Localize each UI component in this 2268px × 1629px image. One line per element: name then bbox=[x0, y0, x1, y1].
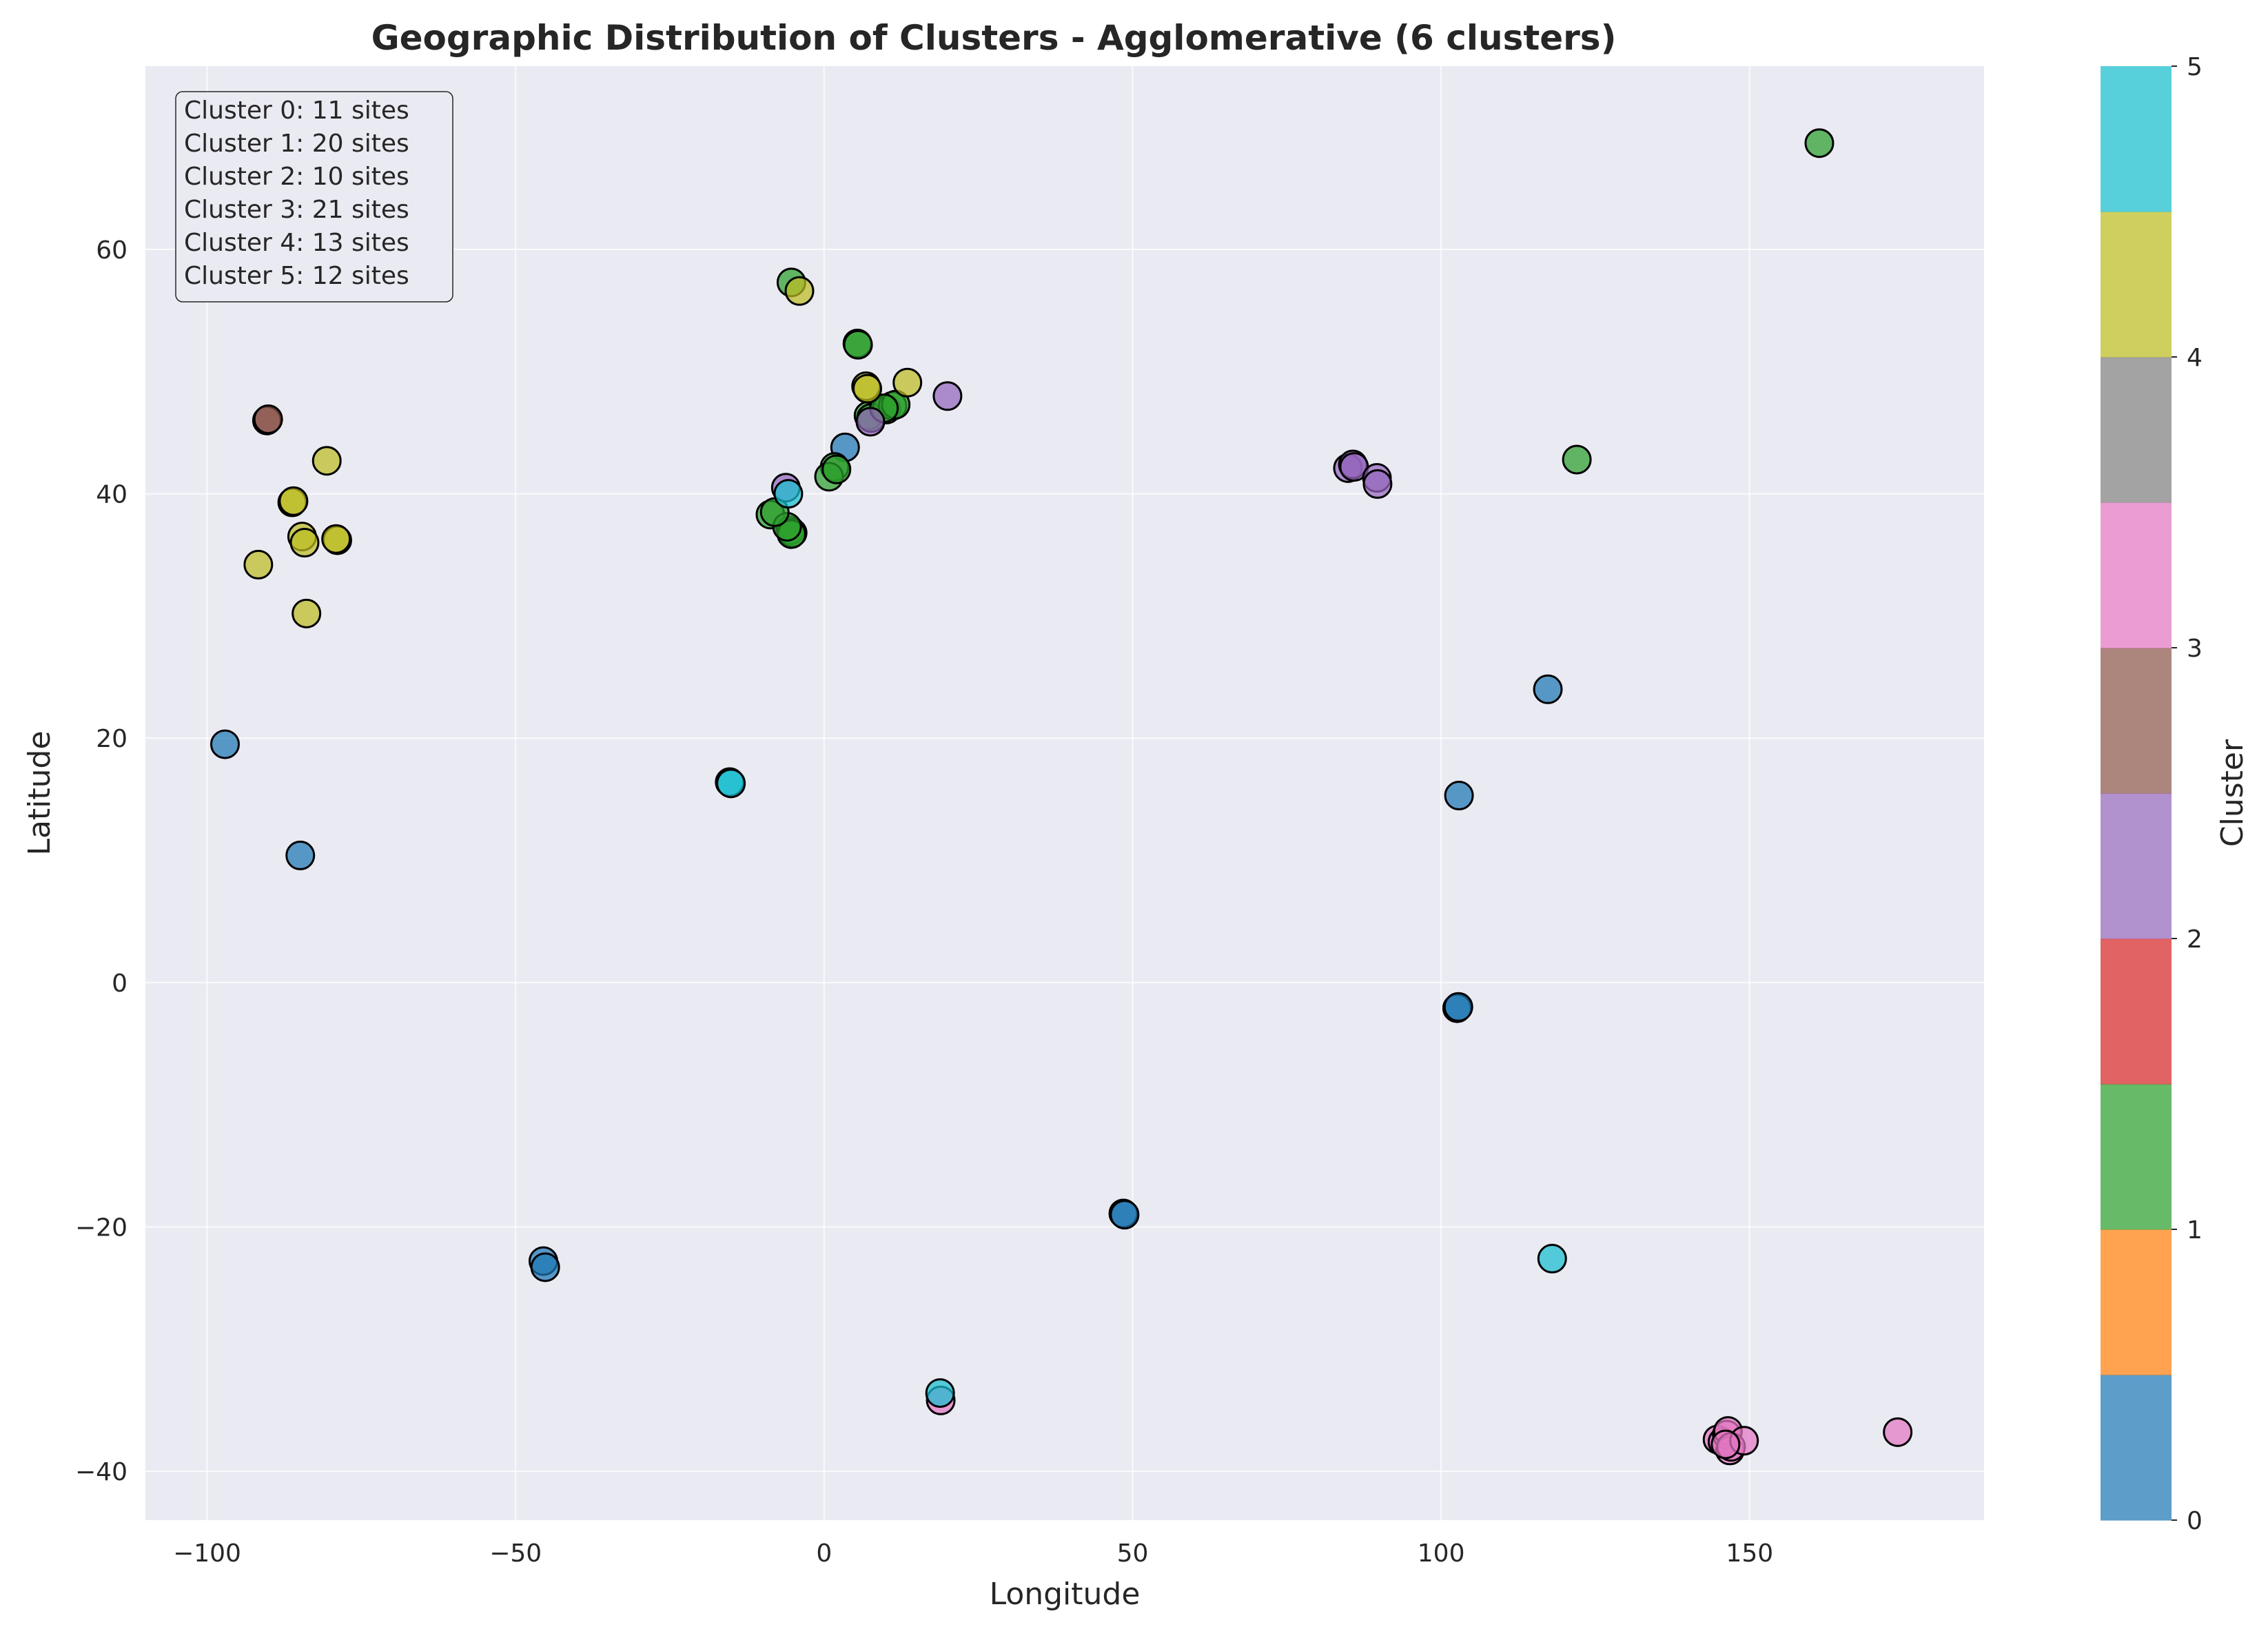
y-tick-label: 60 bbox=[96, 236, 127, 265]
data-point bbox=[1443, 992, 1473, 1022]
data-point bbox=[852, 373, 883, 404]
data-point bbox=[892, 367, 923, 398]
data-point bbox=[253, 404, 283, 434]
y-tick-label: 20 bbox=[96, 725, 127, 753]
colorbar-band bbox=[2101, 1084, 2172, 1230]
legend-line: Cluster 4: 13 sites bbox=[184, 229, 409, 257]
data-point bbox=[289, 528, 320, 558]
legend-box bbox=[175, 91, 453, 303]
legend-line: Cluster 5: 12 sites bbox=[184, 262, 409, 290]
data-point bbox=[773, 479, 804, 509]
x-tick-label: 100 bbox=[1418, 1539, 1465, 1568]
data-point bbox=[1562, 444, 1592, 475]
data-point bbox=[1537, 1244, 1567, 1274]
colorbar-band bbox=[2101, 793, 2172, 939]
x-tick-label: −100 bbox=[173, 1539, 241, 1568]
colorbar-band bbox=[2101, 502, 2172, 648]
data-point bbox=[210, 729, 240, 759]
x-tick-label: 150 bbox=[1726, 1539, 1773, 1568]
colorbar-band bbox=[2101, 66, 2172, 212]
y-tick-label: 40 bbox=[96, 481, 127, 509]
colorbar-band bbox=[2101, 357, 2172, 503]
data-point bbox=[243, 549, 274, 580]
colorbar-band bbox=[2101, 939, 2172, 1085]
colorbar-tick-label: 3 bbox=[2187, 635, 2203, 663]
data-point bbox=[932, 381, 963, 411]
data-point bbox=[292, 598, 322, 628]
data-point bbox=[843, 329, 873, 360]
points bbox=[210, 128, 1913, 1466]
colorbar-tick-label: 4 bbox=[2187, 344, 2203, 372]
colorbar-tick-label: 2 bbox=[2187, 925, 2203, 954]
legend-line: Cluster 3: 21 sites bbox=[184, 196, 409, 224]
colorbar-tick-label: 5 bbox=[2187, 53, 2203, 81]
data-point bbox=[1883, 1417, 1913, 1447]
data-point bbox=[925, 1378, 955, 1408]
data-point bbox=[1444, 781, 1474, 811]
data-point bbox=[821, 454, 852, 484]
data-point bbox=[1710, 1429, 1741, 1459]
x-tick-label: 50 bbox=[1117, 1539, 1149, 1568]
cluster-legend: Cluster 0: 11 sites Cluster 1: 20 sites … bbox=[175, 91, 453, 303]
data-point bbox=[530, 1252, 560, 1282]
y-tick-label: −20 bbox=[75, 1213, 127, 1242]
colorbar-label: Cluster bbox=[2215, 739, 2250, 847]
data-point bbox=[716, 768, 746, 799]
data-point bbox=[1110, 1200, 1140, 1230]
data-point bbox=[285, 840, 316, 870]
colorbar-band bbox=[2101, 1375, 2172, 1521]
legend-line: Cluster 0: 11 sites bbox=[184, 96, 409, 125]
x-axis-label: Longitude bbox=[990, 1577, 1141, 1612]
data-point bbox=[311, 446, 342, 476]
data-point bbox=[784, 276, 815, 306]
data-point bbox=[321, 524, 351, 554]
y-tick-label: 0 bbox=[112, 970, 127, 998]
colorbar-band bbox=[2101, 1229, 2172, 1375]
y-axis-label: Latitude bbox=[22, 730, 57, 855]
legend-line: Cluster 1: 20 sites bbox=[184, 130, 409, 158]
y-tick-label: −40 bbox=[75, 1458, 127, 1486]
data-point bbox=[1533, 674, 1563, 704]
tick-labels: −100 −50 0 50 100 150 −40 −20 0 20 40 60 bbox=[75, 236, 1773, 1568]
colorbar-band bbox=[2101, 212, 2172, 358]
colorbar-band bbox=[2101, 648, 2172, 794]
chart-title: Geographic Distribution of Clusters - Ag… bbox=[371, 18, 1617, 58]
x-tick-label: 0 bbox=[816, 1539, 832, 1568]
data-point bbox=[1362, 469, 1393, 499]
grid bbox=[145, 66, 1984, 1520]
data-point bbox=[278, 486, 309, 516]
legend-line: Cluster 2: 10 sites bbox=[184, 163, 409, 191]
colorbar: 0 1 2 3 4 5 bbox=[2101, 53, 2203, 1535]
data-point bbox=[1804, 128, 1835, 158]
colorbar-tick-label: 1 bbox=[2187, 1216, 2203, 1244]
data-point bbox=[855, 407, 886, 437]
x-tick-label: −50 bbox=[489, 1539, 542, 1568]
plot-area bbox=[145, 66, 1984, 1520]
colorbar-tick-label: 0 bbox=[2187, 1507, 2203, 1535]
